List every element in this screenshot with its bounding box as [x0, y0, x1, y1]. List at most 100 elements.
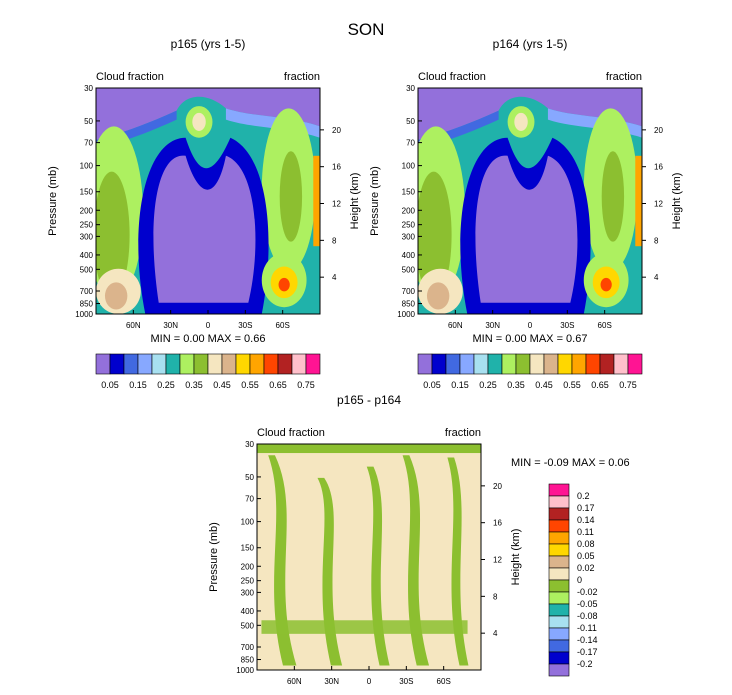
x-tick-label: 60N: [287, 677, 302, 686]
x-tick-label: 30S: [238, 321, 252, 330]
colorbar-swatch: [548, 507, 570, 521]
colorbar-label: 0.65: [591, 380, 609, 390]
field-background: [257, 444, 481, 670]
colorbar-swatch: [571, 353, 587, 375]
colorbar-swatch: [151, 353, 167, 375]
y-tick-label: 50: [84, 117, 93, 126]
colorbar-swatch: [277, 353, 293, 375]
colorbar-swatch: [548, 543, 570, 557]
x-tick-label: 60S: [437, 677, 451, 686]
colorbar-swatch: [515, 353, 531, 375]
colorbar-label: 0.75: [619, 380, 637, 390]
x-tick-label: 60N: [448, 321, 463, 330]
y-axis-label: Pressure (mb): [208, 522, 220, 592]
stratocumulus-south-core: [600, 277, 612, 292]
y-right-tick-label: 16: [654, 163, 663, 172]
colorbar-swatch: [417, 353, 433, 375]
y-tick-label: 1000: [75, 310, 93, 319]
edge-high-value: [313, 155, 320, 247]
tropical-anvil-core: [514, 112, 528, 131]
colorbar-label: -0.05: [577, 599, 598, 609]
y-tick-label: 100: [80, 162, 94, 171]
colorbar-label: 0.25: [157, 380, 175, 390]
y-right-tick-label: 4: [654, 273, 659, 282]
colorbar-swatch: [557, 353, 573, 375]
contour-field: [418, 88, 642, 314]
y-axis-label: Pressure (mb): [47, 166, 59, 236]
colorbar-swatch: [123, 353, 139, 375]
y-tick-label: 200: [80, 206, 94, 215]
y-tick-label: 250: [241, 577, 255, 586]
colorbar-swatch: [263, 353, 279, 375]
colorbar-swatch: [473, 353, 489, 375]
y-tick-label: 200: [241, 562, 255, 571]
stats-label: MIN = 0.00 MAX = 0.66: [151, 333, 266, 345]
midlat-south-core: [601, 151, 625, 242]
chart-1: p164 (yrs 1-5) Cloud fraction fraction 30 50…: [369, 37, 683, 390]
y-right-tick-label: 20: [493, 482, 502, 491]
y-tick-label: 850: [402, 300, 416, 309]
colorbar-swatch: [179, 353, 195, 375]
chart-title: p165 - p164: [337, 393, 401, 407]
stratosphere-region: [96, 88, 320, 140]
colorbar-swatch: [431, 353, 447, 375]
y-tick-label: 100: [241, 518, 255, 527]
y-tick-label: 200: [402, 206, 416, 215]
colorbar-label: 0.05: [577, 551, 595, 561]
y-tick-label: 30: [406, 84, 415, 93]
chart-title: p164 (yrs 1-5): [493, 37, 568, 51]
colorbar-swatch: [137, 353, 153, 375]
colorbar-label: 0.05: [101, 380, 119, 390]
page-title: SON: [347, 20, 385, 39]
y-right-tick-label: 12: [493, 556, 502, 565]
colorbar-swatch: [548, 591, 570, 605]
colorbar-swatch: [445, 353, 461, 375]
y-tick-label: 70: [245, 495, 254, 504]
colorbar-swatch: [109, 353, 125, 375]
difference-strip: [447, 457, 469, 666]
colorbar-swatch: [548, 615, 570, 629]
colorbar-label: 0.35: [185, 380, 203, 390]
difference-low-band: [261, 620, 468, 634]
y-right-tick-label: 16: [332, 163, 341, 172]
chart-2: p165 - p164 Cloud fraction fraction 30 50 70 1…: [208, 393, 630, 686]
y-tick-label: 700: [402, 287, 416, 296]
colorbar-swatch: [207, 353, 223, 375]
colorbar-label: -0.11: [577, 623, 597, 633]
dry-core: [475, 155, 578, 303]
colorbar-swatch: [548, 483, 570, 497]
stats-label: MIN = 0.00 MAX = 0.67: [473, 333, 588, 345]
colorbar-label: 0.05: [423, 380, 441, 390]
y-tick-label: 400: [80, 251, 94, 260]
colorbar-swatch: [548, 663, 570, 677]
stratocumulus-south-core: [278, 277, 290, 292]
colorbar-swatch: [585, 353, 601, 375]
y-right-tick-label: 20: [654, 126, 663, 135]
difference-strip: [366, 466, 390, 666]
x-tick-label: 30N: [485, 321, 500, 330]
y-tick-label: 70: [84, 139, 93, 148]
y-tick-label: 30: [84, 84, 93, 93]
y-tick-label: 250: [80, 221, 94, 230]
colorbar-label: 0.17: [577, 503, 595, 513]
y-right-tick-label: 20: [332, 126, 341, 135]
y-right-tick-label: 4: [493, 629, 498, 638]
x-tick-label: 60N: [126, 321, 141, 330]
colorbar-label: 0.75: [297, 380, 315, 390]
colorbar-label: 0.45: [535, 380, 553, 390]
y-tick-label: 250: [402, 221, 416, 230]
difference-top-band: [257, 444, 481, 454]
y-tick-label: 100: [402, 162, 416, 171]
difference-strip: [268, 455, 297, 666]
midlat-north-core: [418, 171, 452, 299]
y-tick-label: 400: [402, 251, 416, 260]
colorbar-swatch: [548, 579, 570, 593]
contour-field: [257, 444, 481, 670]
y-tick-label: 700: [241, 643, 255, 652]
y-tick-label: 150: [402, 188, 416, 197]
stats-label: MIN = -0.09 MAX = 0.06: [511, 457, 630, 469]
colorbar-swatch: [548, 603, 570, 617]
y-right-axis-label: Height (km): [349, 173, 361, 230]
stratosphere-region: [418, 88, 642, 140]
